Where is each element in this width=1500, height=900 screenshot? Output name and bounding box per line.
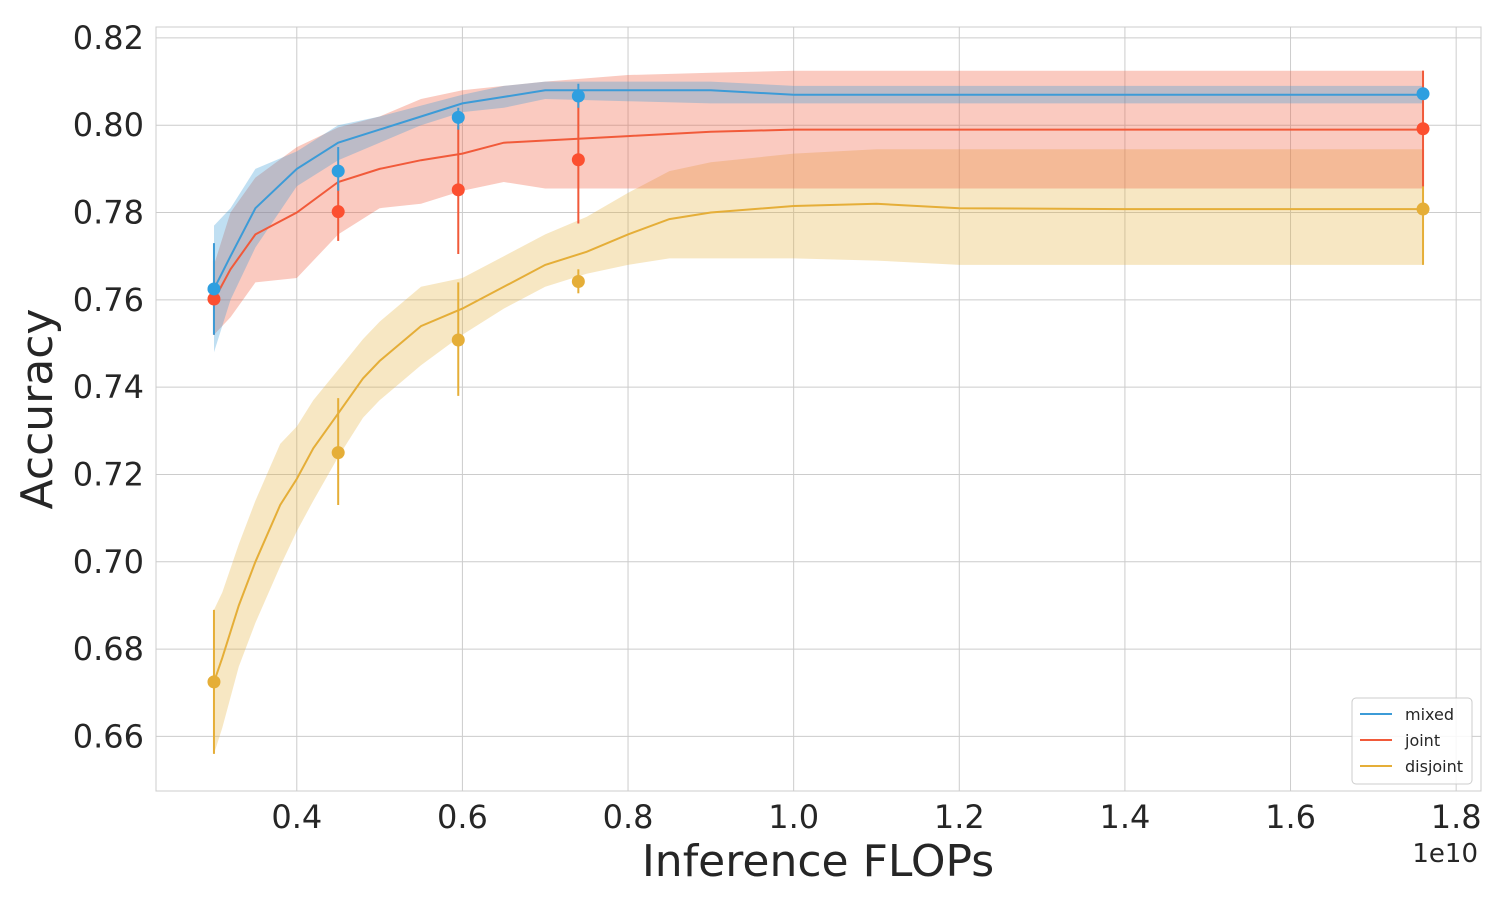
- mixed-data-point: [207, 282, 221, 296]
- mixed-data-point: [451, 110, 465, 124]
- mixed-data-point: [331, 164, 345, 178]
- x-tick-label: 0.6: [437, 798, 488, 836]
- disjoint-data-point: [331, 446, 345, 460]
- y-tick-label: 0.78: [73, 194, 144, 232]
- x-tick-label: 1.2: [934, 798, 985, 836]
- y-axis-title: Accuracy: [12, 309, 63, 510]
- joint-data-point: [451, 183, 465, 197]
- mixed-line: [213, 89, 1423, 290]
- series-lines: [213, 89, 1423, 683]
- x-tick-labels: 0.4 0.6 0.8 1.0 1.2 1.4 1.6 1.8: [271, 798, 1481, 836]
- joint-data-point: [1416, 122, 1430, 136]
- x-tick-label: 1.4: [1099, 798, 1150, 836]
- x-axis-title: Inference FLOPs: [642, 836, 994, 887]
- disjoint-data-point: [207, 675, 221, 689]
- x-tick-label: 1.0: [768, 798, 819, 836]
- joint-data-point: [571, 153, 585, 167]
- legend-mixed-label: mixed: [1405, 705, 1454, 724]
- joint-line: [213, 128, 1423, 301]
- mixed-data-point: [571, 89, 585, 103]
- disjoint-data-point: [451, 333, 465, 347]
- plot-background: [155, 26, 1482, 792]
- x-axis-offset-label: 1e10: [1412, 839, 1478, 869]
- y-tick-label: 0.70: [73, 543, 144, 581]
- joint-confidence-band: [214, 70, 1423, 335]
- legend-box: [1351, 697, 1473, 785]
- y-tick-label: 0.82: [73, 19, 144, 57]
- legend-joint-label: joint: [1404, 731, 1440, 750]
- legend: mixed joint disjoint: [1351, 697, 1473, 785]
- y-tick-label: 0.74: [73, 368, 144, 406]
- grid-lines: [156, 27, 1481, 791]
- y-tick-labels: 0.66 0.68 0.70 0.72 0.74 0.76 0.78 0.80 0.82: [73, 19, 144, 756]
- disjoint-data-point: [571, 275, 585, 289]
- confidence-bands: [214, 70, 1423, 754]
- y-tick-label: 0.66: [73, 717, 144, 755]
- joint-data-point: [331, 205, 345, 219]
- joint-data-point: [207, 292, 221, 306]
- mixed-data-point: [1416, 87, 1430, 101]
- series-points: [207, 70, 1430, 754]
- y-tick-label: 0.80: [73, 106, 144, 144]
- y-tick-label: 0.72: [73, 455, 144, 493]
- disjoint-line: [213, 202, 1423, 683]
- x-tick-label: 1.6: [1265, 798, 1316, 836]
- x-tick-label: 1.8: [1431, 798, 1482, 836]
- disjoint-confidence-band: [214, 149, 1423, 754]
- legend-disjoint-label: disjoint: [1405, 757, 1463, 776]
- disjoint-data-point: [1416, 202, 1430, 216]
- x-tick-label: 0.4: [271, 798, 322, 836]
- y-tick-label: 0.76: [73, 281, 144, 319]
- x-tick-label: 0.8: [603, 798, 654, 836]
- y-tick-label: 0.68: [73, 630, 144, 668]
